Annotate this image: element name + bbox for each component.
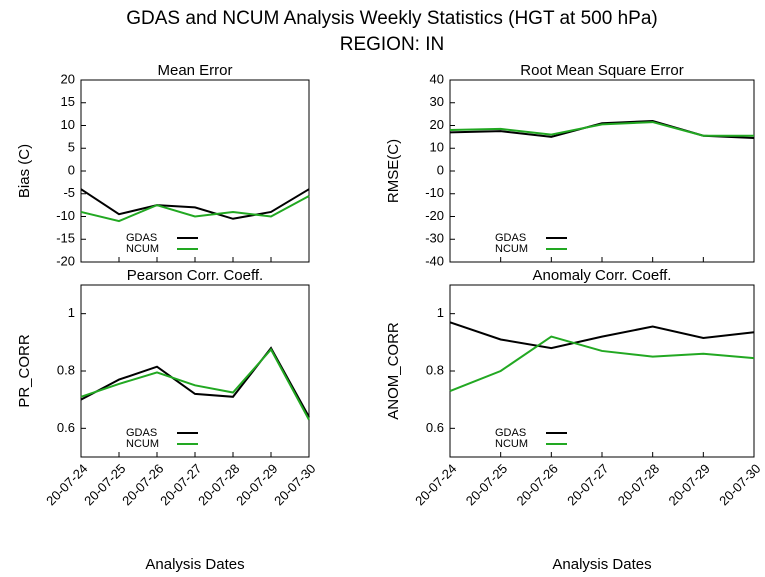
y-tick-label: -20 (425, 208, 444, 223)
y-tick-label: -10 (56, 208, 75, 223)
y-axis-label: PR_CORR (16, 334, 33, 408)
legend-label: GDAS (126, 427, 157, 439)
plot-frame (80, 284, 310, 458)
subplot-title: Mean Error (157, 62, 232, 79)
legend-label: NCUM (126, 438, 159, 450)
chart-subtitle: REGION: IN (340, 34, 445, 55)
y-tick-label: -40 (425, 253, 444, 268)
x-tick-label: 20-07-27 (564, 461, 611, 508)
y-tick-label: 15 (61, 94, 75, 109)
series-line (80, 195, 310, 223)
y-tick-label: 10 (61, 117, 75, 132)
y-tick-label: -10 (425, 185, 444, 200)
x-tick-label: 20-07-30 (271, 461, 318, 508)
y-tick-label: 1 (68, 305, 75, 320)
y-axis-label: RMSE(C) (385, 139, 402, 203)
x-tick-label: 20-07-29 (665, 461, 712, 508)
y-tick-label: 1 (437, 305, 444, 320)
series-line (449, 335, 755, 392)
y-tick-label: -5 (63, 185, 75, 200)
y-tick-label: 5 (68, 140, 75, 155)
legend-label: NCUM (495, 243, 528, 255)
y-tick-label: 0 (68, 162, 75, 177)
y-tick-label: 20 (430, 117, 444, 132)
y-tick-label: -20 (56, 253, 75, 268)
subplot-title: Root Mean Square Error (520, 62, 683, 79)
y-tick-label: 30 (430, 94, 444, 109)
y-tick-label: 0 (437, 162, 444, 177)
legend-label: GDAS (495, 232, 526, 244)
y-tick-label: -15 (56, 231, 75, 246)
y-tick-label: 0.6 (426, 420, 444, 435)
series-line (80, 347, 310, 421)
x-tick-label: 20-07-26 (513, 461, 560, 508)
y-tick-label: 10 (430, 140, 444, 155)
series-line (449, 121, 754, 137)
x-tick-label: 20-07-25 (463, 461, 510, 508)
y-tick-label: -30 (425, 231, 444, 246)
y-tick-label: 40 (430, 71, 444, 86)
series-line (449, 321, 755, 350)
subplot-title: Anomaly Corr. Coeff. (533, 267, 672, 284)
y-tick-label: 20 (61, 71, 75, 86)
legend-label: NCUM (495, 438, 528, 450)
plot-frame (80, 79, 310, 263)
subplot-title: Pearson Corr. Coeff. (127, 267, 263, 284)
y-axis-label: ANOM_CORR (385, 322, 402, 420)
x-tick-label: 20-07-28 (615, 461, 662, 508)
x-tick-label: 20-07-24 (412, 461, 459, 508)
chart-title: GDAS and NCUM Analysis Weekly Statistics… (126, 8, 657, 29)
y-tick-label: 0.8 (57, 362, 75, 377)
y-axis-label: Bias (C) (16, 144, 33, 198)
legend-label: GDAS (126, 232, 157, 244)
x-tick-label: 20-07-30 (716, 461, 763, 508)
x-axis-label: Analysis Dates (145, 556, 244, 573)
series-line (80, 188, 310, 220)
y-tick-label: 0.8 (426, 362, 444, 377)
y-tick-label: 0.6 (57, 420, 75, 435)
legend-label: GDAS (495, 427, 526, 439)
legend-label: NCUM (126, 243, 159, 255)
x-axis-label: Analysis Dates (552, 556, 651, 573)
